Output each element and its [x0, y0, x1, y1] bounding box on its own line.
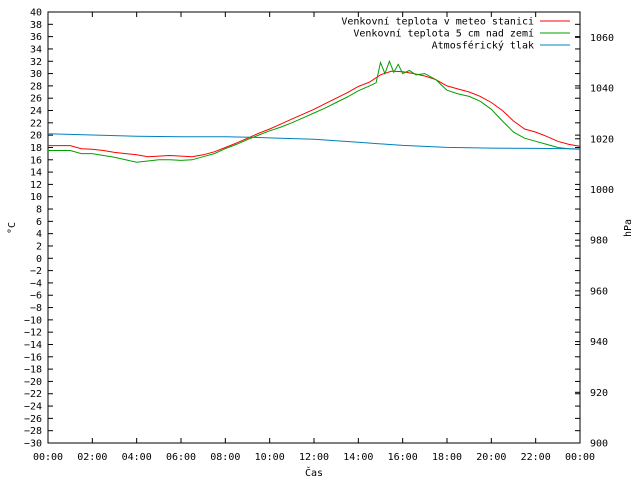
left-tick-label: −18 — [24, 365, 42, 376]
x-tick-label: 00:00 — [33, 452, 63, 463]
left-tick-label: 34 — [30, 44, 42, 55]
left-tick-label: 26 — [30, 94, 42, 105]
left-tick-label: 10 — [30, 192, 42, 203]
x-tick-label: 16:00 — [388, 452, 418, 463]
x-tick-label: 20:00 — [476, 452, 506, 463]
left-tick-label: 36 — [30, 32, 42, 43]
left-tick-label: −2 — [30, 266, 42, 277]
left-tick-label: 40 — [30, 8, 42, 19]
legend-label-2: Atmosférický tlak — [432, 40, 534, 52]
right-tick-label: 940 — [590, 337, 608, 348]
right-tick-label: 960 — [590, 286, 608, 297]
left-tick-label: −14 — [24, 340, 42, 351]
x-axis-ticks: 00:00 02:00 04:00 06:00 08:00 10:00 12:00 14:00… — [33, 12, 595, 463]
left-tick-label: −4 — [30, 278, 42, 289]
series-line-0 — [48, 70, 581, 158]
x-tick-label: 06:00 — [166, 452, 196, 463]
x-tick-label: 08:00 — [210, 452, 240, 463]
left-tick-label: 8 — [36, 205, 42, 216]
left-tick-label: 38 — [30, 20, 42, 31]
left-tick-label: 18 — [30, 143, 42, 154]
right-tick-label: 1020 — [590, 134, 614, 145]
left-tick-label: −6 — [30, 291, 42, 302]
left-tick-label: 0 — [36, 254, 42, 265]
left-tick-label: 28 — [30, 81, 42, 92]
right-tick-label: 1000 — [590, 185, 614, 196]
x-tick-label: 18:00 — [432, 452, 462, 463]
left-tick-label: −24 — [24, 402, 42, 413]
left-tick-label: 2 — [36, 241, 42, 252]
right-axis-ticks: 900 920 940 960 980 1000 1020 1040 1060 — [575, 33, 614, 450]
y-axis-label-right: hPa — [623, 219, 634, 237]
left-tick-label: −10 — [24, 315, 42, 326]
right-tick-label: 980 — [590, 236, 608, 247]
x-tick-label: 12:00 — [299, 452, 329, 463]
x-tick-label: 02:00 — [77, 452, 107, 463]
x-tick-label: 00:00 — [565, 452, 595, 463]
right-tick-label: 1040 — [590, 84, 614, 95]
right-tick-label: 900 — [590, 439, 608, 450]
left-tick-label: −12 — [24, 328, 42, 339]
left-tick-label: 12 — [30, 180, 42, 191]
left-tick-label: 14 — [30, 168, 42, 179]
legend-label-0: Venkovní teplota v meteo stanici — [341, 16, 534, 28]
x-tick-label: 22:00 — [521, 452, 551, 463]
left-tick-label: 30 — [30, 69, 42, 80]
series-line-2 — [47, 133, 581, 150]
y-axis-label-left: °C — [7, 222, 18, 234]
left-tick-label: 20 — [30, 131, 42, 142]
left-tick-label: 4 — [36, 229, 42, 240]
left-tick-label: −30 — [24, 439, 42, 450]
x-axis-label: Čas — [305, 466, 323, 479]
left-tick-label: −16 — [24, 352, 42, 363]
left-tick-label: 6 — [36, 217, 42, 228]
left-tick-label: −20 — [24, 377, 42, 388]
x-tick-label: 10:00 — [255, 452, 285, 463]
plot-frame — [47, 11, 581, 444]
left-axis-ticks: −30−28−26−24−22−20−18−16−14−12−10−8−6−4−… — [24, 8, 580, 450]
left-tick-label: −26 — [24, 414, 42, 425]
left-tick-label: −22 — [24, 389, 42, 400]
legend-label-1: Venkovní teplota 5 cm nad zemí — [353, 28, 534, 40]
x-tick-label: 14:00 — [343, 452, 373, 463]
left-tick-label: 22 — [30, 118, 42, 129]
legend: Venkovní teplota v meteo staniciVenkovní… — [341, 16, 570, 52]
left-tick-label: 32 — [30, 57, 42, 68]
series-line-1 — [48, 59, 581, 163]
right-tick-label: 1060 — [590, 33, 614, 44]
left-tick-label: −8 — [30, 303, 42, 314]
left-tick-label: 16 — [30, 155, 42, 166]
left-tick-label: −28 — [24, 426, 42, 437]
series-layer — [47, 59, 581, 163]
right-tick-label: 920 — [590, 388, 608, 399]
left-tick-label: 24 — [30, 106, 42, 117]
x-tick-label: 04:00 — [122, 452, 152, 463]
